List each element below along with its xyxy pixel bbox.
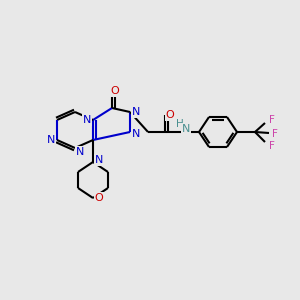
Text: O: O [166, 110, 174, 120]
Text: N: N [182, 124, 190, 134]
Text: N: N [132, 107, 140, 117]
Text: F: F [269, 141, 275, 151]
Text: F: F [269, 115, 275, 125]
Text: H: H [176, 119, 184, 129]
Text: F: F [272, 129, 278, 139]
Text: O: O [111, 86, 119, 96]
Text: O: O [94, 193, 103, 203]
Text: N: N [132, 129, 140, 139]
Text: N: N [95, 155, 103, 165]
Text: N: N [83, 115, 91, 125]
Text: N: N [76, 147, 84, 157]
Text: N: N [47, 135, 55, 145]
